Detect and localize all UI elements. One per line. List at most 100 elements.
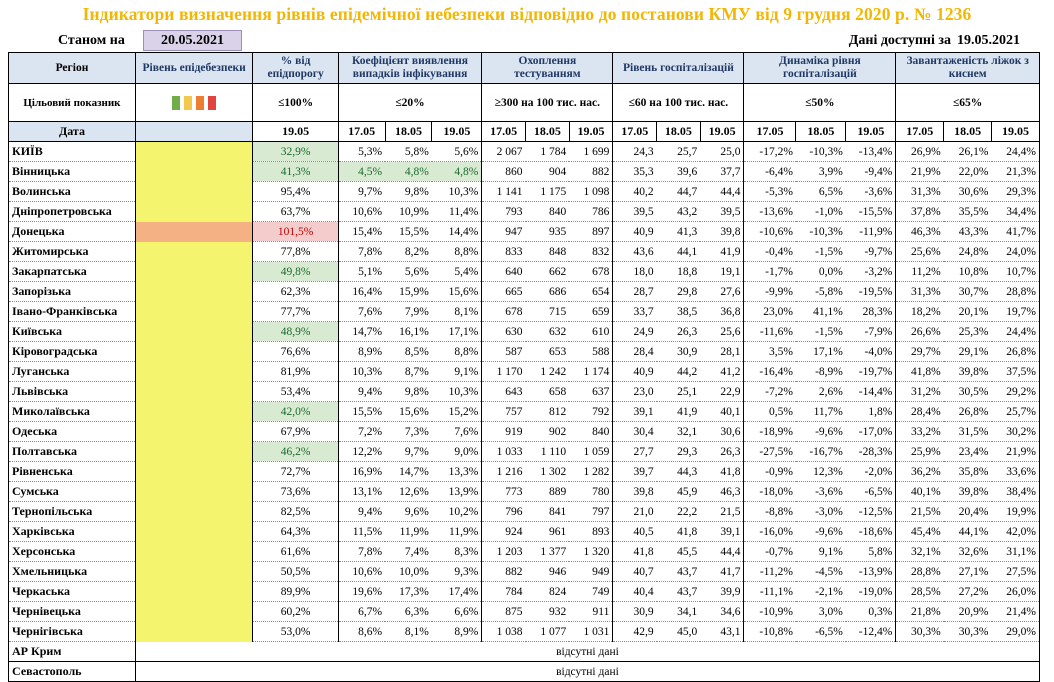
region-name: Волинська [8, 181, 136, 202]
pct-value: 76,6% [252, 341, 339, 362]
target-pct: ≤100% [252, 83, 339, 122]
detection-value: 9,8% [385, 381, 432, 402]
beds-value: 21,5% [895, 501, 944, 522]
dynamics-value: -9,6% [795, 421, 846, 442]
beds-value: 11,2% [895, 261, 944, 282]
date-test-2: 18.05 [525, 121, 570, 142]
detection-value: 10,3% [431, 181, 483, 202]
dynamics-value: 2,6% [795, 381, 846, 402]
beds-value: 21,3% [991, 161, 1040, 182]
pct-value: 77,8% [252, 241, 339, 262]
detection-value: 8,9% [338, 341, 386, 362]
date-pct: 19.05 [252, 121, 339, 142]
testing-value: 824 [525, 581, 570, 602]
testing-value: 875 [481, 601, 526, 622]
detection-value: 8,1% [385, 621, 432, 642]
detection-value: 12,6% [385, 481, 432, 502]
hosp-value: 44,3 [656, 461, 701, 482]
beds-value: 27,2% [943, 581, 992, 602]
testing-value: 773 [481, 481, 526, 502]
detection-value: 9,6% [385, 501, 432, 522]
dynamics-value: -14,4% [845, 381, 897, 402]
detection-value: 9,4% [338, 501, 386, 522]
level-cell [135, 161, 254, 182]
date-det-3: 19.05 [431, 121, 483, 142]
hosp-value: 44,2 [656, 361, 701, 382]
testing-value: 1 038 [481, 621, 526, 642]
testing-value: 840 [525, 201, 570, 222]
dynamics-value: -10,8% [743, 621, 796, 642]
table-row: Харківська 64,3% 11,5% 11,9% 11,9% 924 961 893 4… [8, 521, 1040, 542]
dynamics-value: -3,6% [795, 481, 846, 502]
date-row: Дата 19.05 17.05 18.05 19.05 17.05 18.05… [8, 121, 1040, 142]
pct-value: 64,3% [252, 521, 339, 542]
region-name: Кіровоградська [8, 341, 136, 362]
detection-value: 15,5% [385, 221, 432, 242]
table-body: КИЇВ 32,9% 5,3% 5,8% 5,6% 2 067 1 784 1 699 24,3… [8, 141, 1041, 682]
region-name: Дніпропетровська [8, 201, 136, 222]
dynamics-value: -2,1% [795, 581, 846, 602]
hosp-value: 40,2 [612, 181, 657, 202]
hosp-value: 33,7 [612, 301, 657, 322]
table-row: Вінницька 41,3% 4,5% 4,8% 4,8% 860 904 882 35,3 3… [8, 161, 1040, 182]
testing-value: 1 170 [481, 361, 526, 382]
dynamics-value: -19,5% [845, 281, 897, 302]
hosp-value: 43,1 [700, 621, 745, 642]
detection-value: 15,2% [431, 401, 483, 422]
date-beds-3: 19.05 [991, 121, 1040, 142]
hosp-value: 18,0 [612, 261, 657, 282]
hosp-value: 26,3 [656, 321, 701, 342]
testing-value: 1 282 [569, 461, 614, 482]
beds-value: 26,0% [991, 581, 1040, 602]
table-row-missing: АР Крим відсутні дані [8, 641, 1041, 662]
dynamics-value: 11,7% [795, 401, 846, 422]
dynamics-value: -11,9% [845, 221, 897, 242]
table-row: Одеська 67,9% 7,2% 7,3% 7,6% 919 902 840 30,4 32,… [8, 421, 1040, 442]
table-row-missing: Севастополь відсутні дані [8, 661, 1041, 682]
hosp-value: 30,9 [612, 601, 657, 622]
table-row: Чернігівська 53,0% 8,6% 8,1% 8,9% 1 038 1 077 1… [8, 621, 1040, 642]
dynamics-value: -6,5% [795, 621, 846, 642]
date-label: Дата [8, 121, 136, 142]
testing-value: 665 [481, 281, 526, 302]
beds-value: 32,6% [943, 541, 992, 562]
beds-value: 30,3% [943, 621, 992, 642]
beds-value: 28,8% [991, 281, 1040, 302]
detection-value: 9,7% [385, 441, 432, 462]
testing-value: 1 242 [525, 361, 570, 382]
testing-value: 1 174 [569, 361, 614, 382]
dynamics-value: -5,3% [743, 181, 796, 202]
testing-value: 833 [481, 241, 526, 262]
testing-value: 715 [525, 301, 570, 322]
target-dynamics: ≤50% [743, 83, 897, 122]
beds-value: 43,3% [943, 221, 992, 242]
testing-value: 848 [525, 241, 570, 262]
beds-value: 29,3% [991, 181, 1040, 202]
pct-value: 60,2% [252, 601, 339, 622]
testing-value: 841 [525, 501, 570, 522]
detection-value: 5,1% [338, 261, 386, 282]
detection-value: 8,6% [338, 621, 386, 642]
hosp-value: 39,5 [700, 201, 745, 222]
pct-value: 32,9% [252, 141, 339, 162]
header-pct: % від епідпорогу [252, 52, 339, 84]
beds-value: 10,8% [943, 261, 992, 282]
detection-value: 10,9% [385, 201, 432, 222]
detection-value: 15,6% [385, 401, 432, 422]
dynamics-value: -1,0% [795, 201, 846, 222]
region-name: Запорізька [8, 281, 136, 302]
dynamics-value: -8,8% [743, 501, 796, 522]
dynamics-value: -15,5% [845, 201, 897, 222]
table-row: Черкаська 89,9% 19,6% 17,3% 17,4% 784 824 749 40… [8, 581, 1040, 602]
testing-value: 893 [569, 521, 614, 542]
dynamics-value: -19,7% [845, 361, 897, 382]
detection-value: 15,4% [338, 221, 386, 242]
detection-value: 8,7% [385, 361, 432, 382]
region-name: Рівненська [8, 461, 136, 482]
beds-value: 44,1% [943, 521, 992, 542]
hosp-value: 46,3 [700, 481, 745, 502]
level-cell [135, 401, 254, 422]
beds-value: 42,0% [991, 521, 1040, 542]
pct-value: 42,0% [252, 401, 339, 422]
table-row: КИЇВ 32,9% 5,3% 5,8% 5,6% 2 067 1 784 1 699 24,3… [8, 141, 1040, 162]
